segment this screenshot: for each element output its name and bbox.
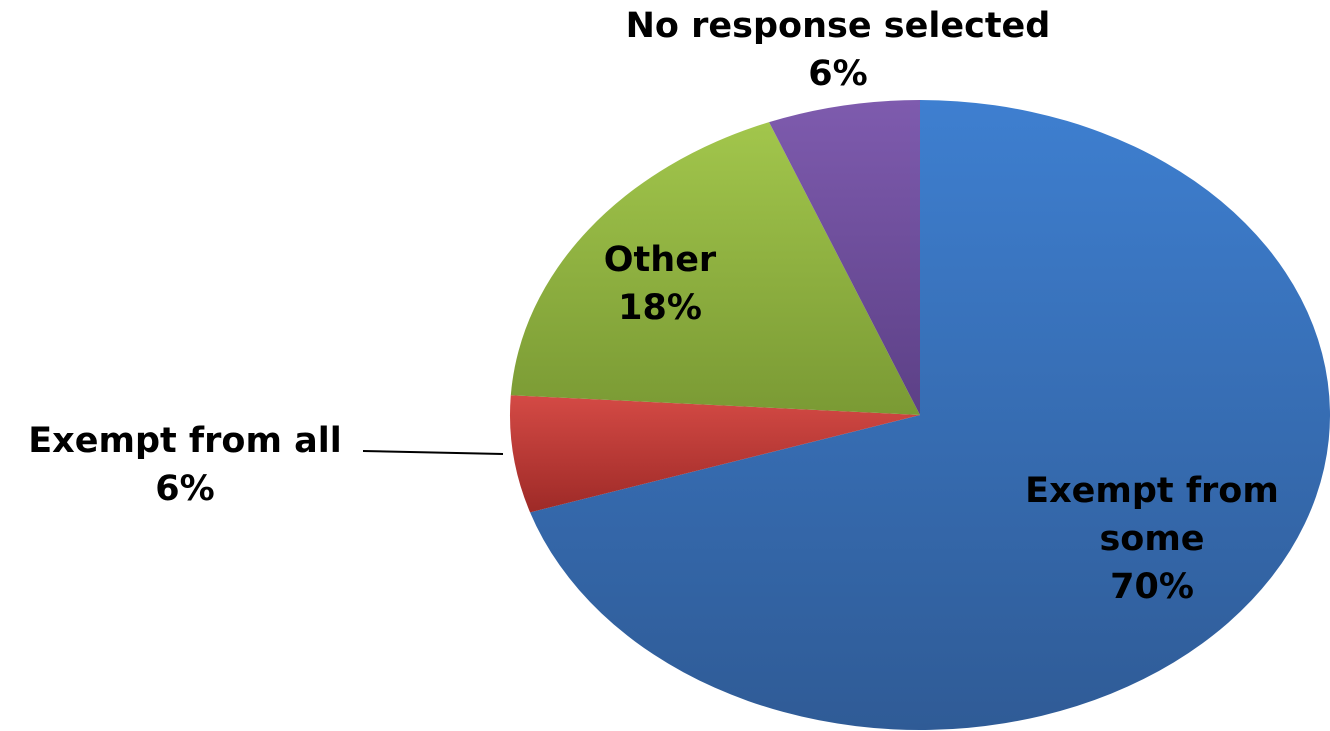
leader-line-exempt-from-all bbox=[363, 451, 503, 454]
data-label-exempt-from-all: Exempt from all 6% bbox=[28, 421, 341, 509]
data-label-category-line: Exempt from all bbox=[28, 421, 341, 461]
data-label-category-line: No response selected bbox=[626, 6, 1051, 46]
data-label-percent: 70% bbox=[1110, 567, 1194, 607]
data-label-category-line: some bbox=[1099, 519, 1204, 559]
data-label-category-line: Exempt from bbox=[1025, 471, 1279, 511]
data-label-no-response-selected: No response selected 6% bbox=[626, 6, 1051, 94]
data-label-percent: 6% bbox=[155, 469, 214, 509]
data-label-percent: 18% bbox=[618, 288, 702, 328]
data-label-percent: 6% bbox=[808, 54, 867, 94]
pie-slices bbox=[510, 100, 1330, 730]
data-label-category-line: Other bbox=[604, 240, 717, 280]
